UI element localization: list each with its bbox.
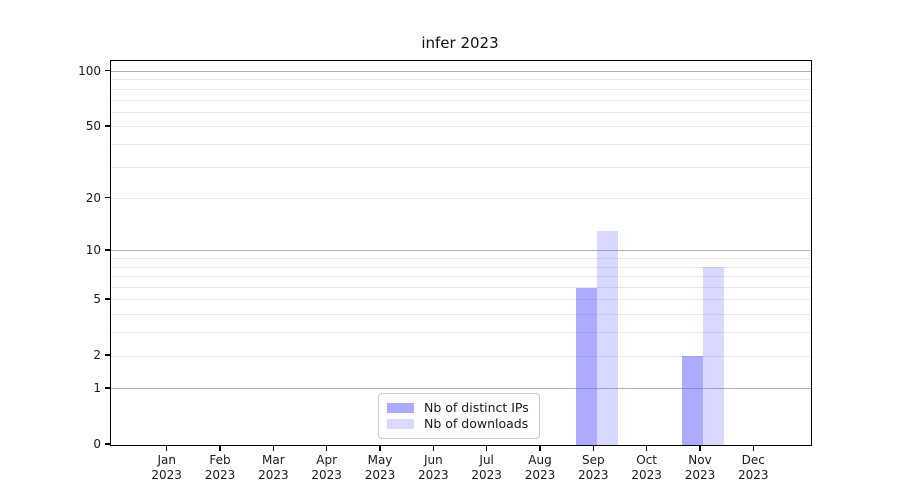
y-tick-mark [105, 298, 110, 300]
y-tick-label: 50 [85, 118, 101, 133]
bar-distinct-ips-nov [682, 356, 704, 445]
gridline-minor [111, 287, 811, 289]
x-tick-label-jul: Jul 2023 [460, 453, 514, 483]
legend-label-downloads: Nb of downloads [424, 416, 529, 431]
x-tick-month: Jan [157, 453, 176, 467]
gridline-major [111, 388, 811, 390]
gridline-minor [111, 355, 811, 357]
legend-swatch-downloads [387, 419, 414, 429]
x-tick-mark [699, 445, 701, 451]
gridline-minor [111, 332, 811, 334]
x-tick-month: May [367, 453, 393, 467]
y-tick-label: 20 [85, 190, 101, 205]
gridline-minor [111, 99, 811, 101]
x-tick-label-mar: Mar 2023 [246, 453, 300, 483]
x-tick-label-apr: Apr 2023 [300, 453, 354, 483]
y-tick-mark [105, 443, 110, 445]
x-tick-month: Jul [479, 453, 494, 467]
x-tick-mark [165, 445, 168, 451]
x-tick-label-sep: Sep 2023 [566, 453, 620, 483]
gridline-minor [111, 198, 811, 200]
gridline-minor [111, 79, 811, 81]
x-tick-mark [379, 445, 381, 451]
y-tick-mark [105, 387, 110, 389]
x-tick-year: 2023 [684, 468, 716, 482]
x-tick-mark [592, 445, 595, 451]
y-tick-label: 5 [93, 291, 101, 306]
x-tick-label-feb: Feb 2023 [193, 453, 247, 483]
gridline-major [111, 250, 811, 252]
x-tick-mark [539, 445, 541, 451]
gridline-minor [111, 111, 811, 113]
gridline-major [111, 71, 811, 72]
bar-downloads-sep [596, 231, 618, 445]
gridline-minor [111, 266, 811, 268]
x-tick-month: Apr [316, 453, 338, 467]
x-tick-month: Nov [688, 453, 712, 467]
x-tick-month: Feb [209, 453, 231, 467]
y-tick-mark [105, 125, 110, 127]
legend-row-downloads: Nb of downloads [387, 416, 529, 432]
gridline-minor [111, 126, 811, 128]
x-tick-year: 2023 [204, 468, 236, 482]
x-tick-label-dec: Dec 2023 [726, 453, 780, 483]
x-tick-mark [219, 445, 221, 451]
x-tick-year: 2023 [631, 468, 662, 482]
x-tick-label-aug: Aug 2023 [513, 453, 567, 483]
x-tick-mark [485, 445, 488, 451]
gridline-minor [111, 88, 811, 90]
y-tick-label: 2 [93, 348, 101, 363]
x-tick-year: 2023 [418, 468, 449, 482]
x-tick-year: 2023 [578, 468, 609, 482]
gridline-minor [111, 276, 811, 278]
bar-distinct-ips-sep [575, 287, 597, 445]
plot-area: Nb of distinct IPs Nb of downloads [110, 60, 812, 446]
x-tick-year: 2023 [151, 468, 182, 482]
y-tick-label: 0 [93, 437, 101, 451]
x-tick-month: Jun [423, 453, 443, 467]
gridline-minor [111, 314, 811, 316]
x-tick-year: 2023 [311, 468, 342, 482]
legend: Nb of distinct IPs Nb of downloads [378, 393, 540, 439]
x-tick-label-nov: Nov 2023 [673, 453, 727, 483]
y-tick-mark [105, 354, 110, 356]
legend-label-distinct-ips: Nb of distinct IPs [424, 400, 529, 415]
gridline-minor [111, 166, 811, 168]
x-tick-mark [325, 445, 328, 451]
x-tick-month: Aug [528, 453, 552, 467]
x-tick-year: 2023 [738, 468, 769, 482]
legend-swatch-distinct-ips [387, 403, 414, 413]
x-tick-year: 2023 [364, 468, 396, 482]
y-tick-mark [105, 69, 110, 72]
x-tick-year: 2023 [258, 468, 289, 482]
x-tick-mark [645, 445, 648, 451]
y-tick-mark [105, 196, 110, 199]
y-tick-label: 1 [93, 380, 101, 395]
chart-title: infer 2023 [421, 34, 499, 52]
gridline-minor [111, 258, 811, 260]
gridline-minor [111, 299, 811, 301]
legend-row-distinct-ips: Nb of distinct IPs [387, 400, 529, 416]
x-tick-label-jun: Jun 2023 [406, 453, 460, 483]
x-tick-mark [752, 445, 755, 451]
x-tick-year: 2023 [524, 468, 556, 482]
x-tick-mark [432, 445, 435, 451]
y-tick-label: 10 [85, 242, 101, 257]
x-tick-month: Oct [636, 453, 658, 467]
x-tick-month: Sep [582, 453, 605, 467]
x-tick-label-jan: Jan 2023 [140, 453, 194, 483]
x-tick-mark [272, 445, 275, 451]
x-tick-year: 2023 [471, 468, 502, 482]
y-tick-label: 100 [78, 63, 101, 78]
y-tick-mark [105, 249, 110, 251]
x-tick-label-oct: Oct 2023 [620, 453, 674, 483]
x-tick-month: Dec [741, 453, 765, 467]
bar-downloads-nov [703, 267, 725, 445]
x-tick-month: Mar [262, 453, 285, 467]
x-tick-label-may: May 2023 [353, 453, 407, 483]
gridline-minor [111, 143, 811, 145]
